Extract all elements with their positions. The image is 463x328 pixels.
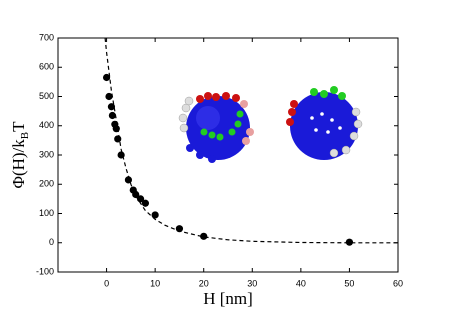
data-point [345, 238, 354, 246]
data-point [102, 73, 111, 82]
x-tick-label: 0 [104, 278, 109, 288]
y-tick-label: 0 [49, 237, 54, 247]
x-tick-label: 10 [150, 278, 160, 288]
y-tick-label: 100 [39, 208, 54, 218]
fit-line [104, 37, 398, 244]
x-tick-label: 60 [393, 278, 403, 288]
y-label-sub: B [19, 132, 31, 139]
data-point [112, 125, 120, 133]
x-tick-label: 30 [247, 278, 257, 288]
y-tick-label: 300 [39, 149, 54, 159]
x-axis-label: H [nm] [203, 289, 253, 308]
data-point [151, 211, 159, 219]
data-point [124, 176, 133, 184]
inset-images [178, 86, 363, 163]
y-tick-label: 500 [39, 91, 54, 101]
y-axis-label: Φ(H)/kBT [9, 121, 31, 189]
data-point [105, 92, 113, 101]
y-tick-label: -100 [36, 266, 54, 276]
data-point [107, 103, 116, 111]
x-tick-label: 50 [344, 278, 354, 288]
x-tick-label: 20 [199, 278, 209, 288]
data-point [136, 195, 145, 203]
x-tick-label: 40 [296, 278, 306, 288]
y-tick-label: 400 [39, 120, 54, 130]
data-point [200, 232, 208, 240]
data-point [108, 111, 116, 120]
data-point [141, 199, 150, 207]
y-label-tail: T [9, 121, 28, 132]
y-tick-label: 200 [39, 179, 54, 189]
data-point [114, 135, 122, 143]
y-tick-label: 700 [39, 32, 54, 42]
y-tick-label: 600 [39, 62, 54, 72]
y-label-main: Φ(H)/k [9, 139, 28, 189]
